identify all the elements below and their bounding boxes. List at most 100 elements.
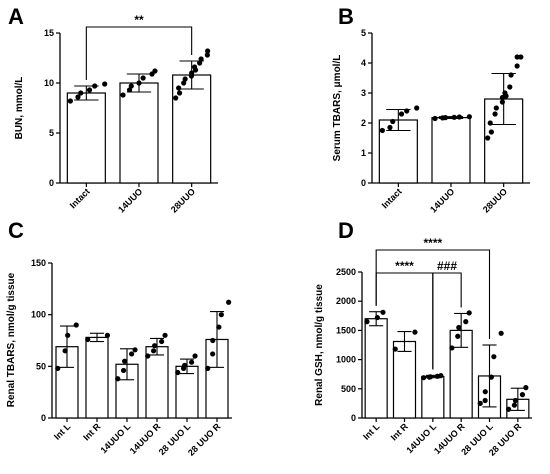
panel-d-data-point	[438, 373, 444, 379]
panel-d-ylabel: Renal GSH, nmol/g tissue	[314, 284, 325, 406]
panel-c-data-point	[73, 322, 79, 328]
panel-a: A BUN, mmol/L 0 5 10 15 Intact 14UUO 28UUO **	[8, 4, 218, 215]
panel-d-x-tick-label: Int R	[389, 421, 411, 443]
panel-b-ylabel: Serum TBARS, μmol/L	[332, 55, 343, 162]
panel-b-x-tick-label: 28UUO	[481, 186, 509, 214]
panel-b-data-point	[492, 111, 498, 117]
panel-d-significance-label: ****	[395, 259, 414, 273]
panel-b-data-point	[456, 114, 462, 120]
panel-b-data-point	[432, 115, 438, 122]
panel-c-y-tick-label: 50	[36, 361, 46, 371]
panel-d-data-point	[455, 333, 461, 339]
panel-b-y-tick-label: 4	[361, 58, 366, 68]
panel-a-data-point	[191, 64, 198, 70]
panel-a-data-point	[75, 94, 81, 100]
panel-c-y-tick-label: 150	[31, 258, 46, 268]
panel-c-data-point	[129, 351, 135, 357]
panel-d-significance-bracket	[375, 249, 491, 339]
panel-a-data-point	[205, 48, 211, 54]
panel-a-x-tick-label: 14UUO	[116, 186, 144, 214]
panel-c-data-point	[162, 332, 168, 338]
panel-a-data-point	[176, 85, 182, 91]
panel-b-data-point	[488, 129, 494, 135]
panel-a-data-point	[173, 95, 179, 101]
panel-d-y-tick-label: 1000	[336, 355, 356, 365]
panel-c-data-point	[104, 332, 111, 338]
panel-c-bar	[85, 336, 109, 419]
panel-c-data-point	[85, 336, 91, 343]
panel-a-x-tick-label: 28UUO	[169, 186, 197, 214]
panel-d-data-point	[491, 354, 497, 360]
panel-b-data-point	[451, 114, 457, 120]
panel-c-data-point	[189, 359, 195, 365]
panel-c-y-tick-label: 100	[31, 310, 46, 320]
panel-c-data-point	[122, 358, 128, 364]
panel-d-significance-label: ****	[423, 236, 442, 250]
panel-d-y-tick-label: 500	[341, 384, 356, 394]
panel-d-y-tick-label: 2500	[336, 267, 356, 277]
panel-b-x-tick-label: 14UUO	[428, 186, 456, 214]
panel-d-y-tick-label: 1500	[336, 325, 356, 335]
panel-d-data-point	[392, 346, 398, 352]
panel-d-data-point	[364, 319, 370, 325]
panel-a-data-point	[181, 80, 187, 86]
panel-c-data-point	[226, 299, 232, 305]
panel-a-data-point	[126, 87, 133, 93]
panel-a-data-point	[189, 70, 195, 76]
panel-b-y-tick-label: 1	[361, 148, 366, 158]
panel-c-ylabel: Renal TBARS, nmol/g tissue	[6, 272, 17, 407]
panel-a-data-point	[120, 92, 126, 98]
panel-b-data-point	[387, 124, 393, 131]
panel-a-data-point	[67, 98, 73, 104]
panel-c-data-point	[132, 347, 138, 353]
panel-d-data-point	[374, 314, 380, 321]
panel-c-data-point	[62, 348, 68, 354]
panel-a-bar	[66, 92, 106, 184]
panel-a-data-point	[78, 90, 84, 96]
panel-d-data-point	[505, 406, 512, 412]
panel-a-data-point	[197, 60, 203, 66]
panel-d-bar	[392, 340, 417, 419]
panel-d-bar	[421, 375, 445, 419]
panel-b-bar	[431, 116, 471, 184]
panel-c-data-point	[192, 353, 198, 359]
panel-b-y-tick-label: 5	[361, 28, 366, 38]
panel-c-data-point	[218, 312, 224, 318]
panel-b: B Serum TBARS, μmol/L 0 1 2 3 4 5 Intact 14UUO 2…	[332, 4, 530, 215]
panel-a-x-tick-label: Intact	[68, 186, 92, 210]
panel-d-bar	[364, 318, 388, 419]
panel-c-data-point	[175, 369, 181, 376]
panel-a-data-point	[140, 75, 146, 81]
panel-c-data-point	[150, 348, 157, 354]
panel-b-letter: B	[338, 4, 354, 29]
panel-b-y-tick-label: 3	[361, 88, 366, 98]
panel-a-letter: A	[8, 4, 24, 29]
panel-d-data-point	[427, 374, 434, 380]
panel-d: D Renal GSH, nmol/g tissue 0 500 1000 1500 2…	[314, 218, 532, 458]
panel-c-data-point	[55, 365, 61, 371]
panel-c-y-tick-label: 0	[41, 413, 46, 423]
panel-c-data-point	[205, 365, 211, 371]
panel-d-data-point	[523, 385, 529, 391]
panel-d-data-point	[456, 324, 462, 331]
panel-b-data-point	[493, 105, 499, 111]
panel-a-data-point	[182, 76, 188, 82]
panel-b-y-tick-label: 0	[361, 178, 366, 188]
panel-b-data-point	[518, 54, 524, 60]
panel-a-y-tick-label: 10	[44, 78, 54, 88]
panel-d-data-point	[488, 374, 494, 380]
panel-a-bar	[119, 82, 159, 184]
panel-a-data-point	[152, 68, 158, 74]
panel-d-y-tick-label: 2000	[336, 296, 356, 306]
panel-b-data-point	[390, 118, 396, 125]
panel-b-data-point	[514, 54, 520, 60]
panel-d-significance-bracket	[432, 272, 462, 370]
panel-c-data-point	[210, 337, 216, 344]
panel-b-data-point	[502, 90, 508, 96]
panel-a-data-point	[198, 56, 204, 62]
panel-c-x-tick-label: Int R	[81, 421, 103, 443]
panel-c-data-point	[120, 367, 127, 374]
panel-b-data-point	[404, 108, 410, 114]
panel-a-significance-bracket	[85, 26, 193, 80]
